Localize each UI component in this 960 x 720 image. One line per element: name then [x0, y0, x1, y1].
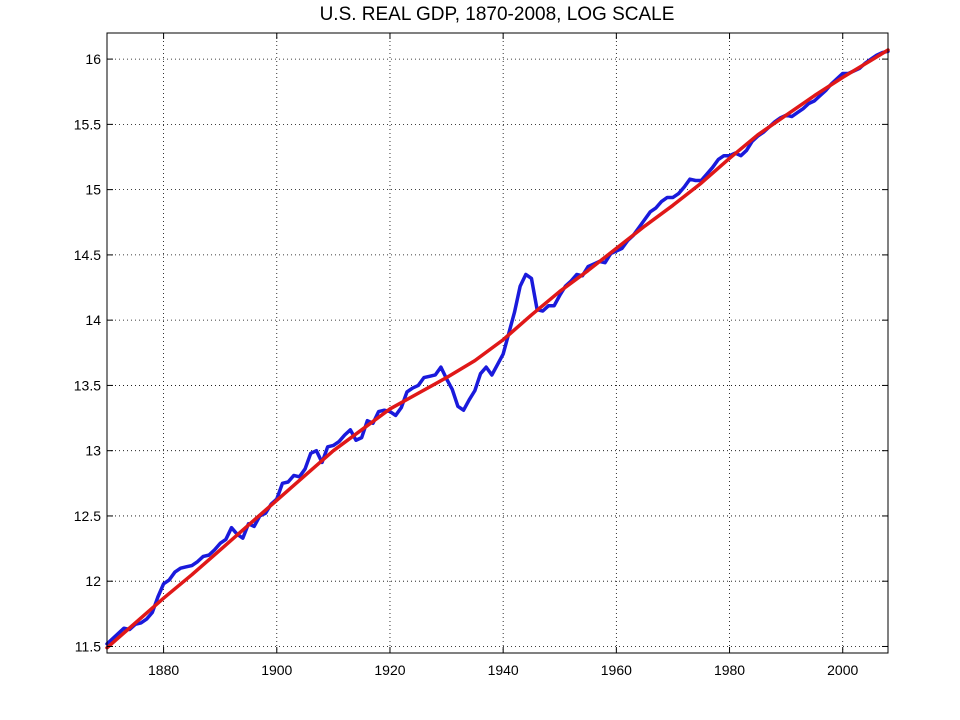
x-tick-label: 1960: [601, 662, 632, 678]
actual-gdp-line: [105, 49, 890, 646]
grid-layer: [107, 33, 888, 653]
tick-layer: [107, 33, 888, 653]
axes-frame: [106, 32, 889, 654]
y-tick-label: 13.5: [74, 377, 101, 393]
y-tick-label: 14: [85, 312, 101, 328]
y-tick-label: 11.5: [75, 638, 101, 654]
y-tick-label: 15.5: [74, 116, 101, 132]
x-tick-label: 1980: [714, 662, 745, 678]
tick-label-layer: 1880 1900 1920 1940 1960 1980 2000 11.5 12 12.5 13…: [74, 51, 859, 678]
x-tick-label: 2000: [827, 662, 858, 678]
y-tick-label: 14.5: [74, 247, 101, 263]
x-tick-label: 1920: [374, 662, 405, 678]
y-tick-label: 16: [85, 51, 101, 67]
series-layer: [105, 48, 890, 650]
y-tick-label: 13: [85, 443, 101, 459]
trend-line: [105, 48, 890, 650]
x-tick-label: 1900: [261, 662, 292, 678]
y-tick-label: 12: [85, 573, 101, 589]
chart-title: U.S. REAL GDP, 1870-2008, LOG SCALE: [320, 4, 675, 25]
y-tick-label: 12.5: [74, 508, 101, 524]
x-tick-label: 1880: [148, 662, 179, 678]
x-tick-label: 1940: [488, 662, 519, 678]
y-tick-label: 15: [85, 182, 101, 198]
